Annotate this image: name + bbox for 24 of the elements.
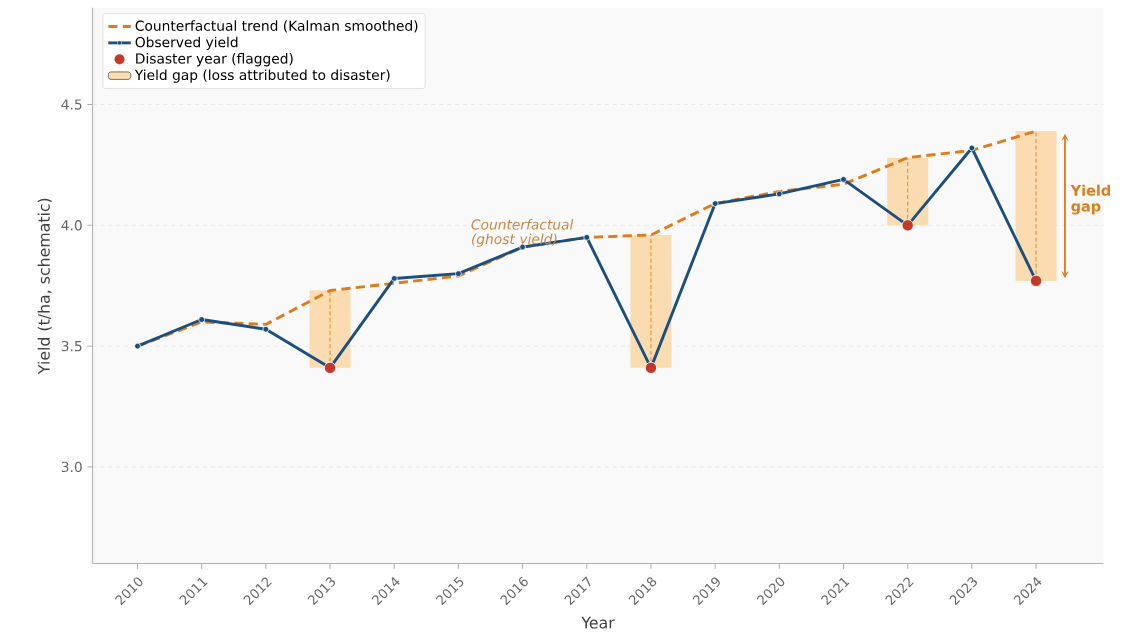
point [198,316,205,323]
x-axis-title: Year [581,616,615,629]
point [968,144,976,152]
legend-label: Observed yield [135,36,238,50]
legend-label: Disaster year (flagged) [136,52,293,67]
y-tick-label: 3.0 [61,461,82,472]
point [390,274,398,282]
point [711,200,719,207]
point [583,233,591,241]
bar [1015,130,1057,281]
annotation: Counterfactual (ghost yield) [471,218,574,247]
y-tick-label: 4.5 [61,99,82,110]
point [134,342,141,350]
legend-label: Counterfactual trend (Kalman smoothed) [135,20,418,33]
legend-label: Yield gap (loss attributed to disaster) [134,69,390,83]
y-tick-label: 4.0 [61,219,82,231]
annotation: Yield gap [1070,184,1110,215]
point [455,270,462,277]
bar [630,234,672,368]
point [776,190,783,198]
point [840,175,847,183]
y-tick-label: 3.5 [61,340,82,352]
point [262,325,270,333]
y-axis-title: Yield (t/ha, schematic) [37,198,52,374]
